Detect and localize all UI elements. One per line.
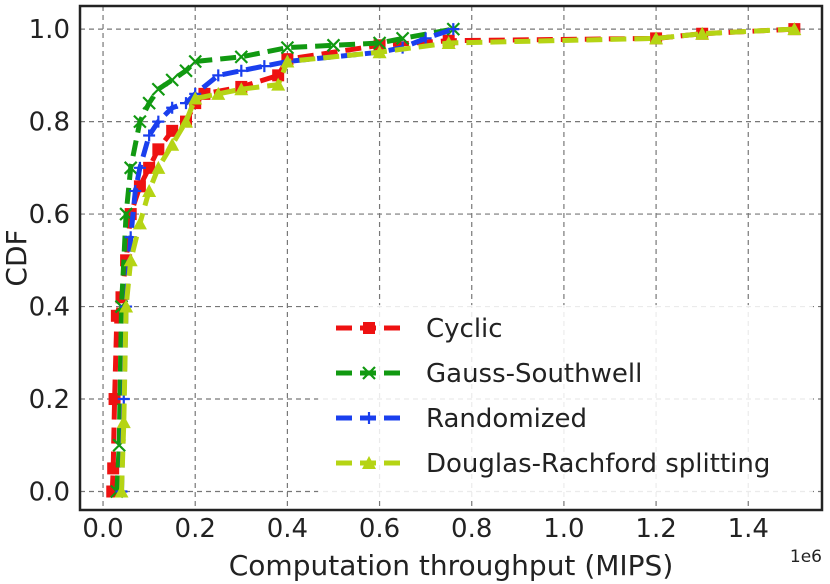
y-tick-label: 0.4 bbox=[29, 293, 70, 323]
legend-item: Cyclic bbox=[336, 314, 503, 344]
data-point bbox=[123, 161, 138, 175]
data-point bbox=[395, 31, 410, 46]
data-point bbox=[143, 129, 156, 142]
data-point bbox=[132, 216, 147, 230]
data-point bbox=[165, 137, 180, 151]
series-line bbox=[114, 26, 454, 492]
series-layer bbox=[106, 22, 802, 499]
data-point bbox=[188, 91, 203, 105]
y-tick-label: 0.2 bbox=[29, 385, 70, 415]
data-point bbox=[143, 161, 156, 174]
legend-item: Gauss-Southwell bbox=[336, 359, 642, 389]
data-point bbox=[441, 35, 456, 49]
x-tick-label: 0.8 bbox=[451, 514, 492, 544]
legend-label: Douglas-Rachford splitting bbox=[426, 449, 770, 479]
x-axis-label: Computation throughput (MIPS) bbox=[229, 549, 674, 582]
x-tick-label: 0.4 bbox=[267, 514, 308, 544]
data-point bbox=[649, 31, 664, 45]
data-point bbox=[179, 114, 193, 128]
data-point bbox=[114, 484, 129, 498]
y-axis-label: CDF bbox=[0, 229, 33, 286]
data-point bbox=[152, 143, 165, 156]
legend-marker bbox=[362, 366, 376, 380]
legend-label: Gauss-Southwell bbox=[426, 359, 642, 389]
legend-label: Randomized bbox=[426, 404, 587, 434]
x-offset-label: 1e6 bbox=[790, 547, 822, 567]
data-point bbox=[234, 50, 249, 64]
data-point bbox=[188, 54, 202, 69]
legend-marker bbox=[362, 456, 376, 469]
tick-layer: 0.0 0.2 0.4 0.6 0.8 1.0 1.2 1.4 0.0 0.2 0.4 0.6 0.8 1… bbox=[29, 15, 769, 544]
data-point bbox=[258, 60, 271, 73]
legend-marker bbox=[363, 322, 375, 334]
data-point bbox=[212, 69, 225, 82]
data-point bbox=[447, 23, 460, 36]
data-point bbox=[235, 64, 248, 77]
data-point bbox=[116, 415, 131, 429]
legend-label: Cyclic bbox=[426, 314, 503, 344]
data-point bbox=[372, 36, 387, 50]
x-tick-label: 1.0 bbox=[543, 514, 584, 544]
data-point bbox=[211, 86, 226, 100]
data-point bbox=[271, 77, 286, 91]
data-point bbox=[166, 101, 179, 114]
y-tick-label: 0.8 bbox=[29, 108, 70, 138]
data-point bbox=[372, 45, 387, 59]
data-point bbox=[119, 207, 133, 221]
data-point bbox=[142, 96, 156, 110]
data-point bbox=[151, 160, 166, 174]
legend-box bbox=[318, 305, 813, 497]
y-tick-label: 0.0 bbox=[29, 478, 70, 508]
data-point bbox=[133, 161, 146, 174]
data-point bbox=[151, 82, 166, 97]
data-point bbox=[152, 115, 165, 128]
legend: Cyclic Gauss-Southwell Randomized Douglas-R… bbox=[318, 305, 813, 497]
x-tick-label: 1.4 bbox=[728, 514, 769, 544]
legend-item: Randomized bbox=[336, 404, 587, 434]
data-point bbox=[129, 184, 142, 197]
data-point bbox=[280, 40, 295, 55]
legend-item: Douglas-Rachford splitting bbox=[336, 449, 770, 479]
x-tick-label: 0.6 bbox=[359, 514, 400, 544]
x-tick-label: 1.2 bbox=[635, 514, 676, 544]
data-point bbox=[133, 114, 147, 129]
y-tick-label: 1.0 bbox=[29, 15, 70, 45]
data-point bbox=[326, 38, 341, 53]
series-3 bbox=[114, 22, 802, 498]
data-point bbox=[234, 82, 249, 96]
data-point bbox=[280, 54, 295, 68]
x-tick-label: 0.2 bbox=[175, 514, 216, 544]
data-point bbox=[787, 22, 802, 36]
legend-marker bbox=[363, 412, 375, 424]
data-point bbox=[419, 32, 432, 45]
data-point bbox=[695, 26, 710, 40]
x-tick-label: 0.0 bbox=[82, 514, 123, 544]
y-tick-label: 0.6 bbox=[29, 200, 70, 230]
data-point bbox=[108, 393, 121, 406]
data-point bbox=[165, 73, 179, 87]
data-point bbox=[166, 124, 179, 137]
data-point bbox=[119, 299, 134, 313]
data-point bbox=[272, 69, 285, 82]
data-point bbox=[142, 183, 157, 197]
plot-frame bbox=[78, 4, 824, 512]
data-point bbox=[123, 253, 138, 267]
